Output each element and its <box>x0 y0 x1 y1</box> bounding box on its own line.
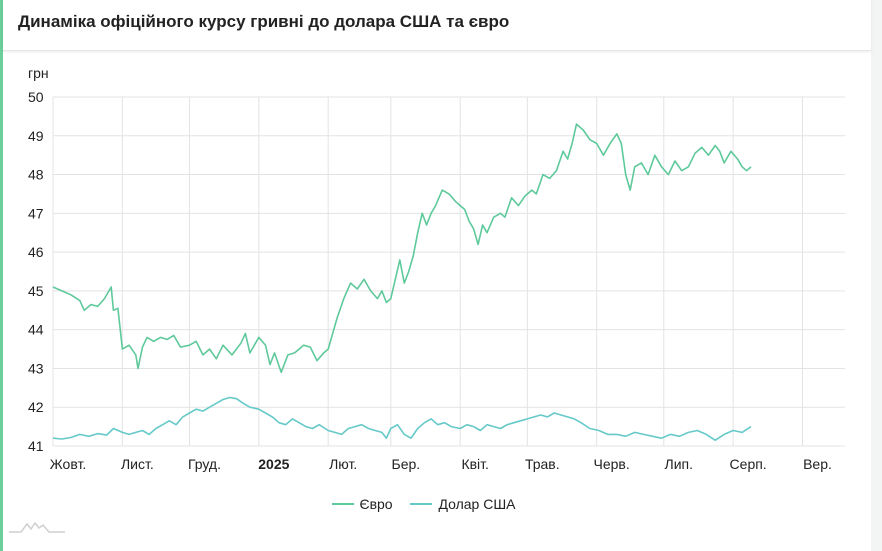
y-tick-label: 43 <box>28 360 44 376</box>
legend-swatch-euro <box>331 503 354 505</box>
y-tick-label: 45 <box>28 283 44 299</box>
x-tick-label: Трав. <box>525 456 560 472</box>
legend-label-usd: Долар США <box>438 496 516 512</box>
x-tick-label: Жовт. <box>50 456 86 472</box>
x-tick-label: Лют. <box>329 456 357 472</box>
x-tick-label: Лист. <box>121 456 154 472</box>
y-tick-label: 41 <box>28 438 44 454</box>
x-tick-label: Черв. <box>594 456 630 472</box>
legend: Євро Долар США <box>3 492 844 512</box>
series-line-euro <box>52 123 752 374</box>
line-chart: 50 49 48 47 46 45 44 43 42 41 грн Жовт. Лист. Груд. 20… <box>28 65 845 472</box>
x-tick-label: Квіт. <box>461 456 488 472</box>
y-tick-label: 42 <box>28 399 44 415</box>
x-tick-label: Серп. <box>730 456 767 472</box>
y-tick-label: 48 <box>28 167 44 183</box>
y-tick-label: 47 <box>28 205 44 221</box>
y-tick-label: 49 <box>28 128 44 144</box>
legend-label-euro: Євро <box>359 496 393 512</box>
y-axis-label: грн <box>28 65 49 81</box>
x-tick-label: Груд. <box>188 456 221 472</box>
y-tick-label: 50 <box>28 89 44 105</box>
series-line-usd <box>52 396 752 441</box>
x-tick-label: Бер. <box>392 456 421 472</box>
logo-icon <box>9 521 65 533</box>
y-tick-label: 46 <box>28 244 44 260</box>
legend-swatch-usd <box>410 503 433 505</box>
legend-item-euro[interactable]: Євро <box>331 496 393 512</box>
y-tick-label: 44 <box>28 322 44 338</box>
x-tick-label: Вер. <box>803 456 832 472</box>
card-header: Динаміка офіційного курсу гривні до дола… <box>3 0 871 51</box>
x-tick-label: 2025 <box>258 456 289 472</box>
x-tick-label: Лип. <box>665 456 693 472</box>
legend-item-usd[interactable]: Долар США <box>410 496 516 512</box>
page-title: Динаміка офіційного курсу гривні до дола… <box>18 12 510 31</box>
